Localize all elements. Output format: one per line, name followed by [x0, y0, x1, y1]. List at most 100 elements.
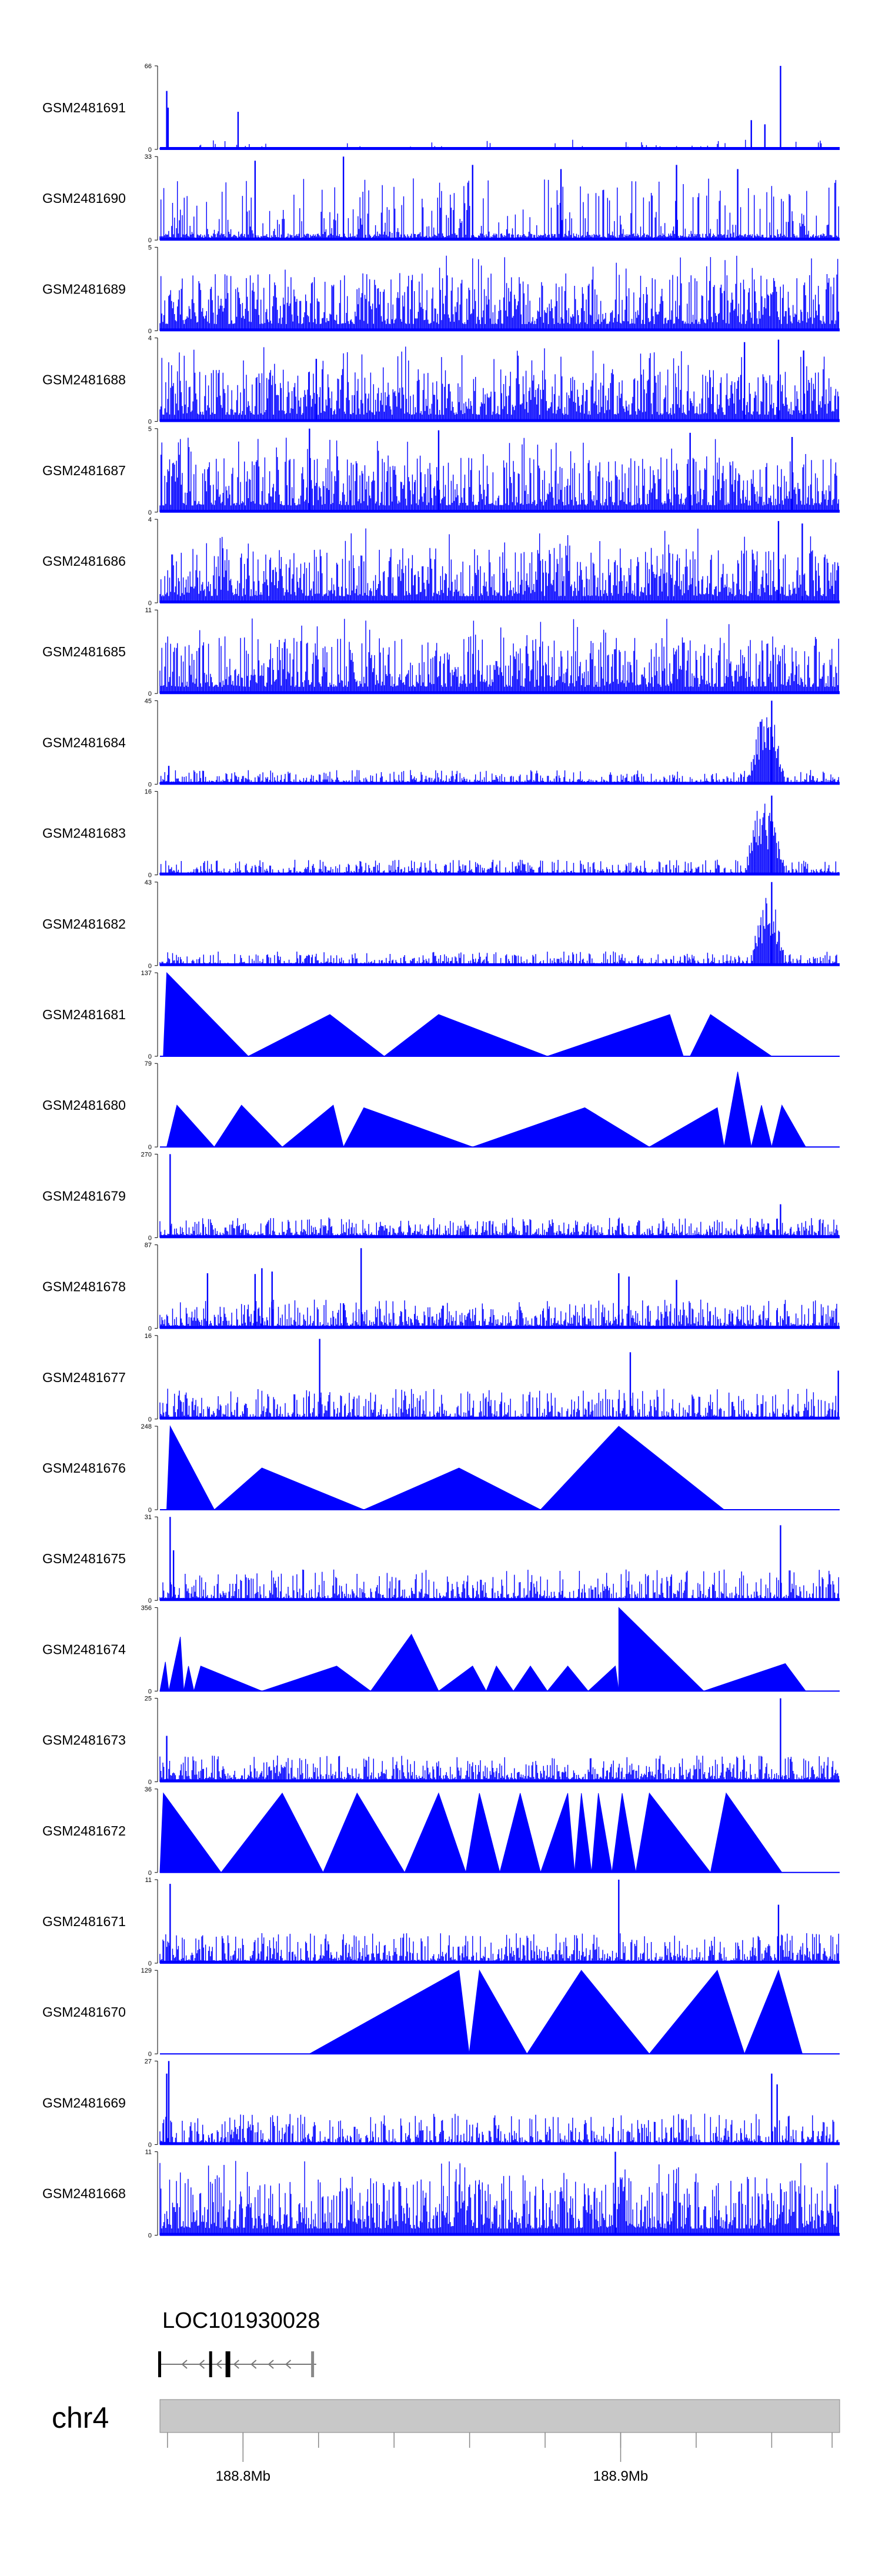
- track-GSM2481678: GSM2481678 87 0: [42, 1242, 840, 1333]
- coverage-triangle: [343, 1107, 473, 1147]
- y-max-label: 33: [145, 154, 152, 161]
- coverage-signal: [159, 438, 839, 512]
- y-max-label: 270: [141, 1151, 152, 1158]
- coverage-signal: [159, 1217, 839, 1238]
- y-max-label: 16: [145, 789, 152, 796]
- track-GSM2481674: GSM2481674 356 0: [42, 1604, 840, 1695]
- y-min-label: 0: [148, 509, 152, 516]
- coverage-signal: [159, 2161, 839, 2235]
- coverage-triangle: [574, 1793, 592, 1873]
- coverage-triangle: [281, 1105, 344, 1147]
- coverage-triangle: [363, 1467, 541, 1510]
- coverage-triangle: [499, 1793, 542, 1873]
- axis-tick-label: 188.9Mb: [593, 2468, 648, 2484]
- y-max-label: 11: [145, 1877, 152, 1884]
- coverage-tracks: GSM2481691660GSM2481690330GSM248168950GS…: [42, 63, 840, 2240]
- gene-name: LOC101930028: [162, 2308, 320, 2333]
- y-min-label: 0: [148, 781, 152, 788]
- coverage-triangle: [166, 1105, 215, 1147]
- y-min-label: 0: [148, 1326, 152, 1333]
- track-GSM2481686: GSM2481686 4 0: [42, 516, 840, 607]
- track-label: GSM2481686: [42, 553, 126, 569]
- strand-arrow-icon: [181, 2360, 188, 2369]
- y-max-label: 79: [145, 1060, 152, 1067]
- track-label: GSM2481679: [42, 1188, 126, 1203]
- coverage-triangle: [308, 1970, 470, 2054]
- coverage-triangle: [612, 1793, 636, 1873]
- strand-arrow-icon: [198, 2360, 205, 2369]
- coverage-triangle: [751, 1105, 773, 1147]
- strand-arrow-icon: [250, 2360, 257, 2369]
- coverage-base: [160, 1961, 840, 1963]
- y-min-label: 0: [148, 419, 152, 426]
- y-min-label: 0: [148, 237, 152, 244]
- track-GSM2481681: GSM2481681 137 0: [42, 970, 840, 1060]
- track-GSM2481689: GSM2481689 5 0: [42, 244, 840, 335]
- y-min-label: 0: [148, 872, 152, 879]
- coverage-triangle: [547, 1014, 684, 1057]
- track-label: GSM2481683: [42, 826, 126, 841]
- coverage-base: [160, 600, 840, 603]
- gene-exon: [158, 2351, 161, 2377]
- coverage-triangle: [526, 1970, 650, 2054]
- y-min-label: 0: [148, 963, 152, 970]
- coverage-triangle: [649, 1970, 745, 2054]
- track-GSM2481679: GSM2481679 270 0: [42, 1151, 840, 1242]
- y-min-label: 0: [148, 1053, 152, 1060]
- track-label: GSM2481685: [42, 644, 126, 659]
- track-GSM2481687: GSM2481687 5 0: [42, 426, 840, 516]
- track-label: GSM2481688: [42, 372, 126, 388]
- coverage-triangle: [591, 1793, 613, 1873]
- y-min-label: 0: [148, 2141, 152, 2148]
- y-max-label: 137: [141, 970, 152, 977]
- coverage-triangle: [370, 1633, 439, 1691]
- track-label: GSM2481681: [42, 1007, 126, 1022]
- coverage-triangle: [437, 1666, 487, 1691]
- coverage-triangle: [262, 1666, 372, 1691]
- coverage-signal: [159, 255, 839, 331]
- y-min-label: 0: [148, 146, 152, 154]
- coverage-signal: [159, 618, 839, 694]
- y-max-label: 248: [141, 1423, 152, 1430]
- y-max-label: 11: [145, 2149, 152, 2156]
- coverage-base: [160, 328, 840, 331]
- coverage-signal: [159, 2113, 839, 2145]
- y-min-label: 0: [148, 1688, 152, 1695]
- coverage-base: [160, 1235, 840, 1238]
- coverage-triangle: [168, 1636, 184, 1691]
- y-max-label: 66: [145, 63, 152, 70]
- track-label: GSM2481691: [42, 100, 126, 115]
- coverage-signal: [159, 897, 839, 966]
- track-label: GSM2481687: [42, 463, 126, 478]
- strand-arrow-icon: [268, 2360, 274, 2369]
- coverage-base: [160, 509, 840, 512]
- track-label: GSM2481668: [42, 2186, 126, 2201]
- y-max-label: 87: [145, 1242, 152, 1249]
- track-GSM2481682: GSM2481682 43 0: [42, 879, 840, 970]
- coverage-signal: [159, 717, 839, 785]
- coverage-triangle: [183, 1666, 195, 1691]
- coverage-triangle: [220, 1792, 324, 1873]
- coverage-signal: [159, 528, 839, 603]
- y-max-label: 129: [141, 1967, 152, 1974]
- track-label: GSM2481673: [42, 1733, 126, 1748]
- track-label: GSM2481671: [42, 1914, 126, 1929]
- track-GSM2481672: GSM2481672 36 0: [42, 1786, 840, 1877]
- coverage-base: [160, 1326, 840, 1329]
- coverage-triangle: [404, 1792, 466, 1873]
- track-GSM2481688: GSM2481688 4 0: [42, 335, 840, 426]
- coverage-signal: [159, 803, 839, 875]
- track-GSM2481691: GSM2481691 66 0: [42, 63, 840, 154]
- y-min-label: 0: [148, 1144, 152, 1151]
- coverage-triangle: [486, 1665, 514, 1691]
- coverage-base: [160, 1598, 840, 1601]
- track-GSM2481690: GSM2481690 33 0: [42, 154, 840, 244]
- strand-arrow-icon: [285, 2360, 292, 2369]
- coverage-triangle: [472, 1107, 651, 1147]
- y-min-label: 0: [148, 1960, 152, 1967]
- coverage-triangle: [159, 1661, 169, 1691]
- y-min-label: 0: [148, 1870, 152, 1877]
- coverage-triangle: [703, 1663, 807, 1691]
- y-min-label: 0: [148, 600, 152, 607]
